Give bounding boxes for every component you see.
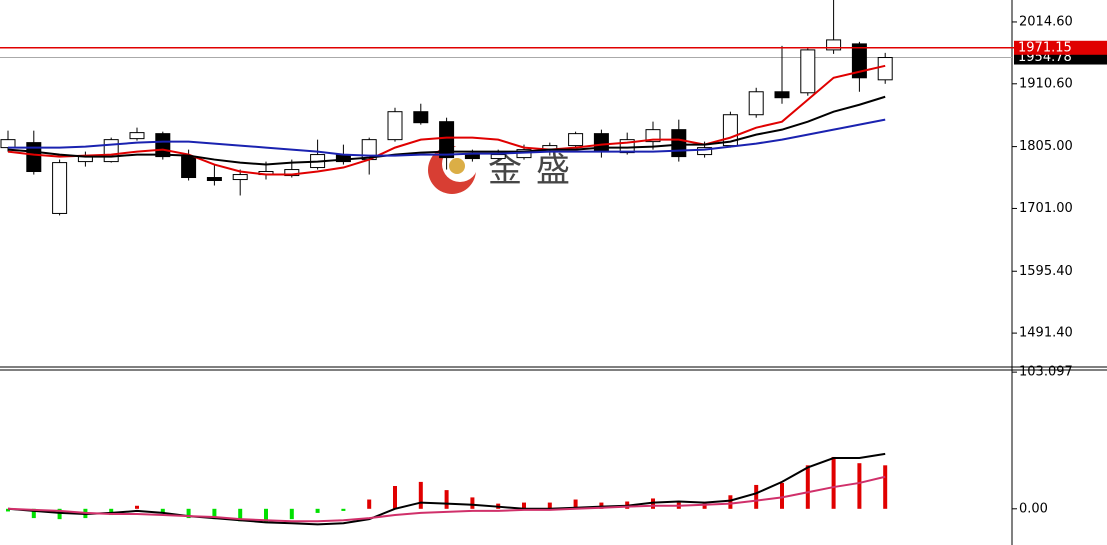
histogram-bar — [264, 508, 268, 523]
logo-dot — [449, 158, 465, 174]
histogram-bar — [315, 508, 320, 513]
candle-body — [0, 139, 16, 149]
candle-body — [129, 132, 145, 140]
histogram-bar — [444, 490, 449, 509]
candle-body — [490, 154, 506, 160]
price-line-box — [1014, 40, 1107, 55]
histogram-bar — [31, 508, 36, 519]
histogram-bar — [418, 481, 423, 509]
y-tick-label: 1701.00 — [1019, 201, 1073, 216]
histogram-bar — [289, 508, 294, 520]
y-tick-label: 1910.60 — [1019, 76, 1073, 91]
candle-body — [568, 133, 584, 147]
histogram-bar — [57, 508, 62, 520]
candle-body — [232, 174, 248, 181]
candle-body — [26, 142, 42, 173]
histogram-bar — [831, 456, 836, 509]
price-line-label: 1971.15 — [1018, 40, 1072, 55]
candle-body — [387, 111, 403, 141]
histogram-bar — [212, 508, 217, 520]
histogram-bar — [522, 502, 526, 509]
histogram-bar — [728, 495, 733, 509]
histogram-bar — [6, 508, 10, 512]
indicator-line — [7, 452, 886, 526]
y-tick-label: 0.00 — [1019, 501, 1048, 516]
histogram-bar — [805, 465, 810, 509]
candle-body — [877, 57, 893, 81]
histogram-bar — [238, 508, 243, 522]
candle-body — [851, 43, 867, 79]
candle-body — [103, 139, 119, 163]
y-tick-label: 2014.60 — [1019, 14, 1073, 29]
histogram-bar — [160, 508, 165, 513]
y-tick-label: 1805.00 — [1019, 139, 1073, 154]
histogram-bar — [651, 498, 655, 509]
candle-body — [284, 169, 300, 177]
candle-body — [206, 177, 222, 181]
candle-body — [181, 156, 197, 179]
histogram-bar — [341, 508, 346, 511]
histogram-bar — [573, 499, 578, 509]
histogram-bar — [470, 497, 475, 509]
indicator-line — [7, 475, 886, 523]
moving-average — [8, 118, 886, 157]
histogram-bar — [547, 502, 552, 509]
histogram-bar — [754, 484, 759, 509]
histogram-bar — [393, 486, 397, 509]
y-tick-label: 103.097 — [1019, 365, 1073, 380]
candle-body — [413, 111, 429, 124]
histogram-bar — [135, 505, 139, 509]
candle-body — [748, 91, 764, 116]
candle-body — [697, 147, 713, 156]
candle-body — [155, 133, 171, 158]
histogram-bar — [367, 499, 372, 509]
candle-body — [464, 154, 480, 160]
moving-average — [7, 95, 886, 166]
candle-body — [800, 49, 816, 94]
candle-body — [826, 39, 842, 51]
histogram-bar — [857, 463, 862, 509]
y-tick-label: 1595.40 — [1019, 264, 1073, 279]
candle-body — [671, 129, 687, 158]
candle-body — [645, 129, 661, 143]
histogram-bar — [702, 503, 707, 509]
candle-body — [52, 162, 68, 214]
moving-average — [7, 64, 886, 176]
candle-body — [439, 121, 455, 159]
y-tick-label: 1491.40 — [1019, 326, 1073, 341]
histogram-bar — [780, 482, 784, 509]
histogram-bar — [186, 508, 191, 519]
histogram-bar — [883, 465, 888, 509]
candle-body — [774, 91, 790, 99]
